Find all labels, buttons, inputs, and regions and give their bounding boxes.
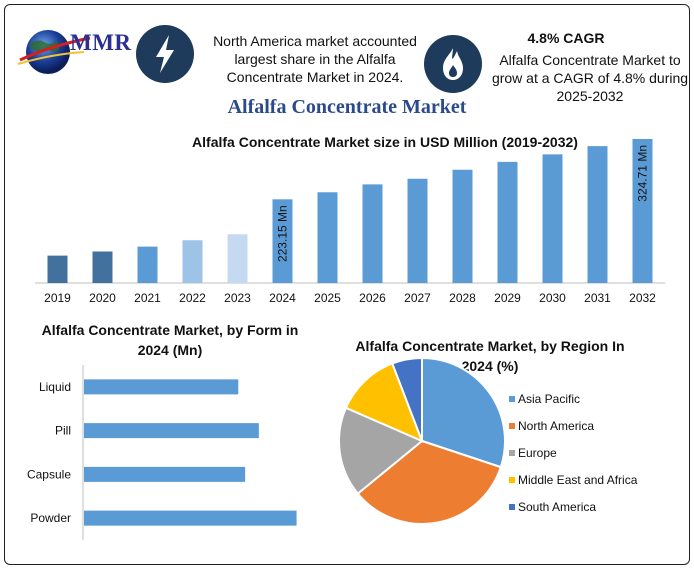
pie-slice-middle-east-and-africa <box>344 362 424 443</box>
legend-label: Europe <box>518 446 557 460</box>
x-tick-label: 2031 <box>584 291 611 305</box>
pie-slice-north-america <box>356 439 503 525</box>
y-tick-label: Pill <box>55 424 71 438</box>
legend-swatch <box>509 450 515 456</box>
x-tick-label: 2019 <box>44 291 71 305</box>
pie-slice-south-america <box>391 356 423 442</box>
y-tick-label: Liquid <box>39 380 71 394</box>
bar-2032 <box>632 139 653 283</box>
cagr-highlight: Alfalfa Concentrate Market to grow at a … <box>491 52 689 104</box>
mmr-logo <box>17 30 91 74</box>
x-tick-label: 2024 <box>269 291 296 305</box>
x-tick-label: 2028 <box>449 291 476 305</box>
bar-2023 <box>227 234 248 283</box>
legend-swatch <box>509 504 515 510</box>
bar-2025 <box>317 192 338 283</box>
x-tick-label: 2021 <box>134 291 161 305</box>
north-america-highlight: North America market accounted largest s… <box>213 33 417 85</box>
logo-text: MMR <box>70 30 132 55</box>
y-tick-label: Capsule <box>27 467 71 481</box>
bar-data-label: 324.71 Mn <box>636 145 650 202</box>
bar-2024 <box>272 199 293 283</box>
bar-powder <box>84 510 297 526</box>
main-title: Alfalfa Concentrate Market <box>227 96 467 118</box>
y-tick-label: Powder <box>30 511 71 525</box>
bar-2026 <box>362 184 383 283</box>
x-tick-label: 2030 <box>539 291 566 305</box>
bar-2021 <box>137 246 158 283</box>
legend-label: Asia Pacific <box>518 392 580 406</box>
x-tick-label: 2023 <box>224 291 251 305</box>
bar-2030 <box>542 154 563 283</box>
bar-2019 <box>47 255 68 283</box>
x-tick-label: 2026 <box>359 291 386 305</box>
legend-label: Middle East and Africa <box>518 473 638 487</box>
market-size-chart-title: Alfalfa Concentrate Market size in USD M… <box>192 134 578 150</box>
region-chart-title: Alfalfa Concentrate Market, by Region In… <box>355 338 625 374</box>
x-tick-label: 2022 <box>179 291 206 305</box>
pie-slice-europe <box>338 406 424 496</box>
legend-swatch <box>509 423 515 429</box>
x-tick-label: 2032 <box>629 291 656 305</box>
bar-2029 <box>497 161 518 283</box>
bar-2031 <box>587 146 608 283</box>
x-tick-label: 2025 <box>314 291 341 305</box>
bar-2027 <box>407 178 428 283</box>
legend-label: North America <box>518 419 594 433</box>
bar-data-label: 223.15 Mn <box>276 205 290 262</box>
cagr-title: 4.8% CAGR <box>527 30 605 46</box>
bar-2028 <box>452 169 473 283</box>
flame-icon <box>424 35 482 93</box>
bar-capsule <box>84 466 246 482</box>
lightning-icon <box>136 25 194 83</box>
bar-pill <box>84 423 259 439</box>
legend-swatch <box>509 477 515 483</box>
bar-2022 <box>182 240 203 283</box>
bar-2020 <box>92 251 113 283</box>
legend-label: South America <box>518 500 596 514</box>
x-tick-label: 2029 <box>494 291 521 305</box>
x-tick-label: 2027 <box>404 291 431 305</box>
bar-liquid <box>84 379 239 395</box>
pie-slice-asia-pacific <box>421 356 506 469</box>
x-tick-label: 2020 <box>89 291 116 305</box>
legend-swatch <box>509 396 515 402</box>
form-chart-title: Alfalfa Concentrate Market, by Form in 2… <box>41 322 299 358</box>
